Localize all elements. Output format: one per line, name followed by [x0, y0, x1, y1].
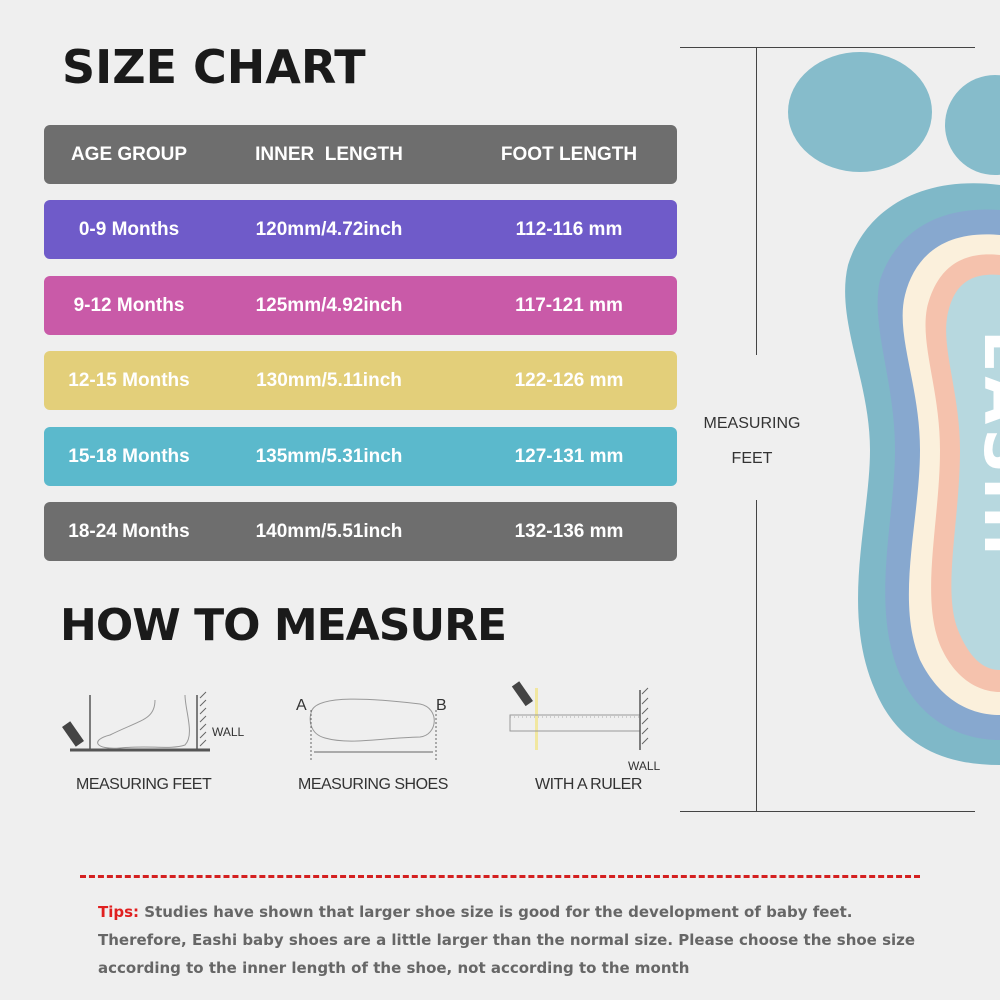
inner-length-cell: 130mm/5.11inch — [256, 370, 402, 391]
header-age: AGE GROUP — [70, 144, 188, 165]
tips-divider — [80, 875, 920, 878]
size-chart-title: SIZE CHART — [62, 40, 366, 94]
tips-body: Studies have shown that larger shoe size… — [98, 903, 916, 977]
age-cell: 12-15 Months — [68, 370, 190, 391]
small-toe — [945, 75, 1000, 175]
measure-line-top — [756, 47, 757, 355]
inner-length-cell: 120mm/4.72inch — [255, 219, 403, 240]
point-a-label: A — [296, 697, 307, 714]
top-divider — [680, 47, 975, 48]
table-row: 9-12 Months 125mm/4.92inch 117-121 mm — [44, 275, 677, 335]
age-cell: 15-18 Months — [68, 445, 190, 467]
point-b-label: B — [436, 697, 447, 714]
foot-logo-graphic: EASHI — [788, 52, 1000, 765]
table-row: 18-24 Months 140mm/5.51inch 132-136 mm — [44, 502, 677, 561]
foot-length-cell: 117-121 mm — [515, 294, 623, 316]
caption-with-a-ruler: WITH A RULER — [535, 776, 642, 793]
age-cell: 18-24 Months — [68, 521, 190, 542]
caption-measuring-feet: MEASURING FEET — [76, 776, 212, 793]
age-cell: 9-12 Months — [73, 294, 185, 316]
foot-length-cell: 112-116 mm — [515, 219, 623, 240]
measuring-shoes-illustration: A B — [296, 697, 447, 760]
table-header: AGE GROUP INNER LENGTH FOOT LENGTH — [44, 125, 677, 184]
inner-length-cell: 125mm/4.92inch — [255, 294, 403, 316]
tips-label: Tips: — [98, 903, 140, 921]
measuring-feet-label: MEASURING FEET — [690, 406, 814, 476]
label-line-1: MEASURING — [703, 415, 801, 432]
how-to-measure-title: HOW TO MEASURE — [60, 600, 507, 651]
tips-text: Tips: Studies have shown that larger sho… — [98, 898, 918, 982]
measure-line-bottom — [756, 500, 757, 811]
caption-measuring-shoes: MEASURING SHOES — [298, 776, 448, 793]
inner-length-cell: 140mm/5.51inch — [255, 521, 403, 542]
wall-label: WALL — [212, 725, 245, 739]
table-row: 0-9 Months 120mm/4.72inch 112-116 mm — [44, 200, 677, 259]
label-line-2: FEET — [731, 450, 773, 467]
brand-logo-text: EASHI — [970, 330, 1000, 560]
bottom-divider — [680, 811, 975, 812]
header-foot: FOOT LENGTH — [500, 144, 638, 165]
wall-label: WALL — [628, 759, 661, 773]
measuring-feet-illustration: WALL — [62, 691, 245, 752]
foot-length-cell: 127-131 mm — [514, 445, 624, 467]
big-toe — [788, 52, 932, 172]
inner-length-cell: 135mm/5.31inch — [255, 445, 403, 467]
ruler-illustration: WALL — [509, 681, 661, 773]
header-inner: INNER LENGTH — [255, 144, 403, 165]
table-row: 12-15 Months 130mm/5.11inch 122-126 mm — [44, 351, 677, 410]
foot-length-cell: 132-136 mm — [514, 521, 624, 542]
table-row: 15-18 Months 135mm/5.31inch 127-131 mm — [44, 426, 677, 486]
age-cell: 0-9 Months — [78, 219, 180, 240]
foot-length-cell: 122-126 mm — [514, 370, 624, 391]
